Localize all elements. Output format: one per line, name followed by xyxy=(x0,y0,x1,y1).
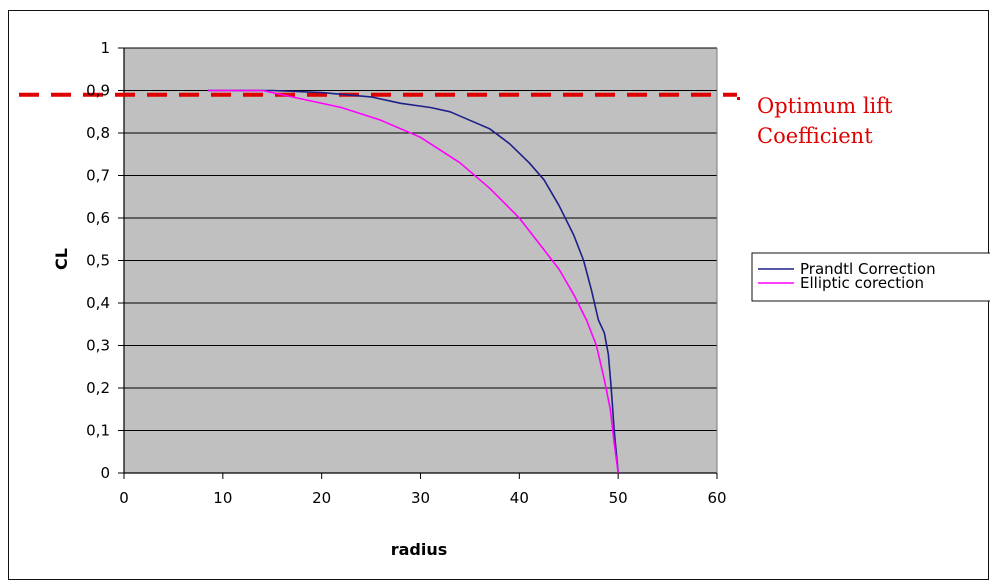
y-tick-label: 0,2 xyxy=(86,379,110,397)
annotation: Optimum lift Coefficient xyxy=(737,94,893,148)
series-lines xyxy=(208,89,619,474)
y-tick-label: 0,5 xyxy=(86,252,110,270)
chart-frame: 0 0,1 0,2 0,3 0,4 0,5 0,6 0,7 0,8 0,9 1 0 10 20 30 40 50… xyxy=(8,10,990,580)
y-tick-label: 0,3 xyxy=(86,337,110,355)
x-tick-label: 20 xyxy=(312,489,331,507)
x-tick-label: 10 xyxy=(213,489,232,507)
legend-box xyxy=(751,252,990,302)
annotation-line-1: Optimum lift xyxy=(757,94,893,118)
x-tick-label: 0 xyxy=(119,489,129,507)
y-tick-label: 0,1 xyxy=(86,422,110,440)
y-tick-label: 0,9 xyxy=(86,82,110,100)
x-axis-title: radius xyxy=(391,540,448,559)
series-line-elliptic xyxy=(208,89,619,474)
x-tick-label: 50 xyxy=(609,489,628,507)
y-tick-label: 1 xyxy=(100,39,110,57)
annotation-line-2: Coefficient xyxy=(757,124,873,148)
line-chart: 00,10,20,30,40,50,60,70,80,910 10 20 30 40 50… xyxy=(19,39,990,559)
y-tick-label: 0,8 xyxy=(86,124,110,142)
legend-label-prandtl: Prandtl Correction xyxy=(800,260,936,278)
x-tick-label: 30 xyxy=(411,489,430,507)
series-line-prandtl xyxy=(208,89,619,474)
y-axis-title: CL xyxy=(52,248,71,270)
y-tick-label: 0 xyxy=(100,464,110,482)
x-tick-label: 40 xyxy=(510,489,529,507)
tick-labels: 00,10,20,30,40,50,60,70,80,910 10 20 30 40 50… xyxy=(86,39,726,507)
y-tick-label: 0,6 xyxy=(86,209,110,227)
y-tick-label: 0,4 xyxy=(86,294,110,312)
y-tick-label: 0,7 xyxy=(86,167,110,185)
legend: Prandtl Correction Elliptic corection xyxy=(751,252,990,302)
annotation-marker xyxy=(737,97,740,100)
legend-label-elliptic: Elliptic corection xyxy=(800,274,924,292)
x-tick-label: 60 xyxy=(707,489,726,507)
